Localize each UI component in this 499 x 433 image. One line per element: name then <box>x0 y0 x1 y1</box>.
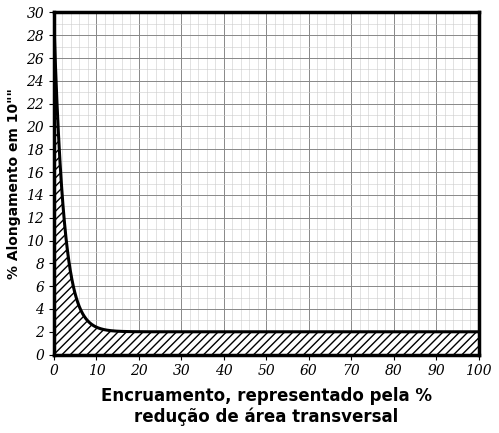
X-axis label: Encruamento, representado pela %
redução de área transversal: Encruamento, representado pela % redução… <box>101 387 432 426</box>
Y-axis label: % Alongamento em 10"": % Alongamento em 10"" <box>7 88 21 279</box>
